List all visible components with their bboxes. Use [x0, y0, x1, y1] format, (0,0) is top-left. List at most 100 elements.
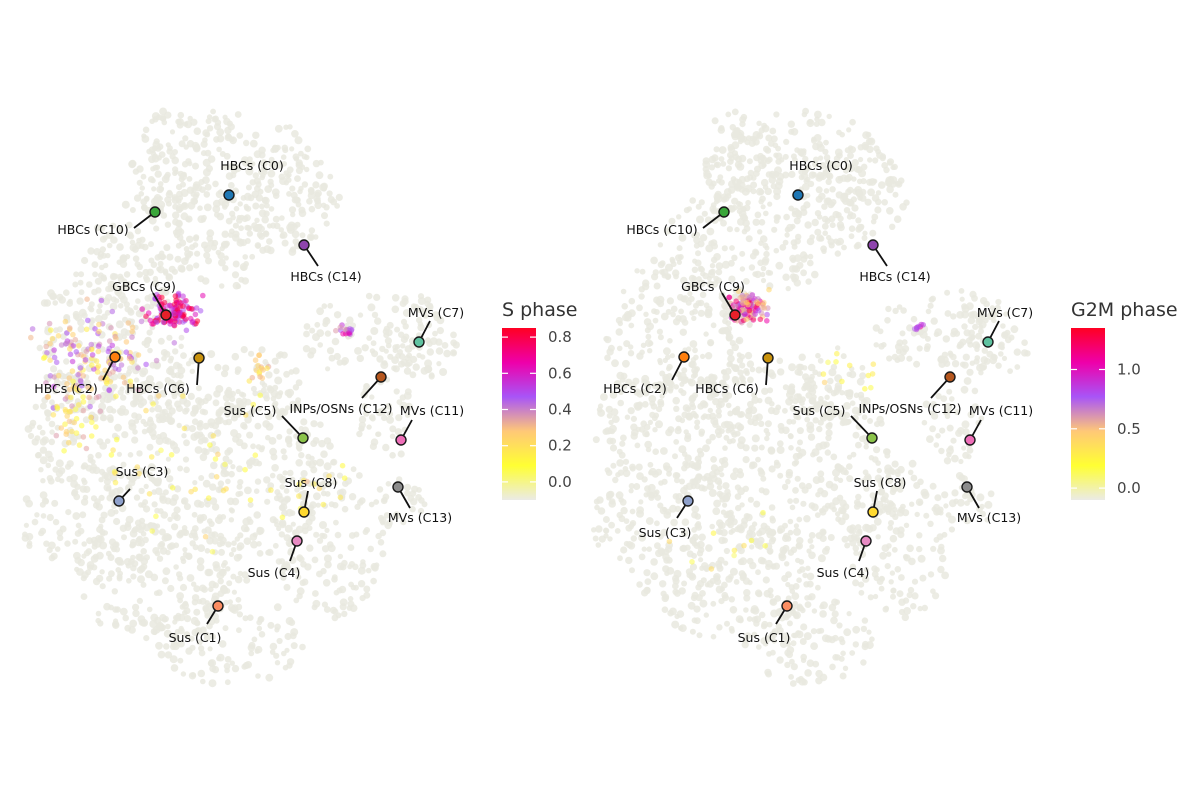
cell-point [224, 449, 231, 456]
cell-point [326, 190, 333, 197]
cell-point [722, 195, 730, 202]
scored-cell-point [116, 366, 122, 373]
cell-point [279, 475, 288, 484]
cell-point [211, 665, 220, 674]
cell-point [229, 606, 237, 613]
scored-cell-point [870, 361, 877, 368]
cell-point [746, 321, 753, 328]
cell-point [625, 541, 634, 549]
cell-point [164, 221, 172, 228]
cell-point [108, 538, 117, 546]
cell-point [254, 224, 262, 233]
cell-point [827, 377, 834, 385]
cell-point [620, 546, 628, 554]
cell-point [742, 456, 750, 464]
cell-point [622, 313, 630, 322]
cell-point [134, 261, 141, 268]
cell-point [773, 192, 781, 201]
scored-cell-point [77, 377, 84, 384]
cell-point [832, 654, 839, 661]
scored-cell-point [252, 452, 259, 459]
cell-point [883, 166, 890, 174]
scored-cell-point [89, 352, 96, 358]
cell-point [149, 620, 158, 628]
cell-point [836, 129, 842, 136]
cell-point [811, 608, 818, 614]
cell-point [976, 493, 985, 502]
cell-point [737, 134, 746, 143]
cell-point [315, 502, 321, 508]
cell-point [330, 459, 337, 466]
cell-point [819, 610, 827, 618]
cell-point [115, 567, 122, 573]
cell-point [21, 534, 30, 542]
cell-point [254, 217, 260, 223]
cell-point [178, 625, 184, 632]
cell-point [246, 156, 253, 163]
cell-point [713, 252, 721, 261]
cell-point [182, 408, 189, 415]
cell-point [394, 343, 401, 350]
cell-point [616, 459, 624, 467]
cell-point [881, 342, 887, 348]
cell-point [147, 347, 153, 354]
cell-point [782, 426, 790, 435]
scored-cell-point [89, 362, 95, 369]
cell-point [679, 478, 685, 485]
cluster-label: HBCs (C0) [789, 158, 852, 173]
scored-cell-point [220, 487, 227, 494]
cell-point [429, 337, 438, 345]
cell-point [935, 433, 941, 439]
cell-point [851, 176, 857, 182]
cell-point [875, 534, 881, 540]
cell-point [404, 388, 412, 396]
cell-point [77, 325, 85, 333]
cell-point [786, 651, 793, 659]
cell-point [366, 424, 372, 430]
cell-point [249, 253, 256, 260]
cell-point [181, 433, 187, 439]
cell-point [246, 516, 252, 522]
scored-cell-point [87, 403, 93, 410]
cell-point [75, 522, 82, 529]
cell-point [247, 614, 254, 621]
cell-point [113, 618, 119, 624]
cell-point [239, 391, 245, 397]
cell-point [180, 558, 187, 565]
cell-point [304, 563, 312, 571]
cell-point [803, 632, 812, 641]
cell-point [399, 394, 406, 401]
cell-point [750, 608, 756, 614]
cell-point [228, 470, 235, 478]
cell-point [201, 409, 209, 416]
cell-point [728, 596, 735, 603]
cell-point [369, 442, 377, 450]
cell-point [139, 370, 147, 378]
cell-point [216, 571, 225, 580]
cell-point [782, 273, 790, 281]
cell-point [610, 408, 619, 416]
cell-point [793, 217, 801, 225]
cell-point [159, 432, 168, 440]
cell-point [218, 548, 225, 556]
cell-point [111, 588, 119, 595]
cell-point [236, 132, 244, 139]
cell-point [861, 643, 869, 651]
scored-cell-point [62, 318, 69, 325]
cell-point [788, 674, 794, 680]
scored-cell-point [865, 372, 872, 379]
cell-point [598, 535, 606, 543]
cell-point [897, 526, 905, 534]
cell-point [209, 497, 218, 505]
cell-point [272, 542, 279, 549]
cell-point [253, 511, 261, 519]
cell-point [251, 458, 260, 467]
cell-point [855, 493, 862, 501]
cell-point [162, 615, 169, 623]
cell-point [183, 399, 191, 408]
cluster-centroid-dot [395, 434, 407, 446]
cluster-label: HBCs (C14) [290, 269, 361, 284]
cell-point [636, 506, 644, 514]
cell-point [796, 516, 803, 523]
cluster-label: Sus (C4) [248, 565, 301, 580]
